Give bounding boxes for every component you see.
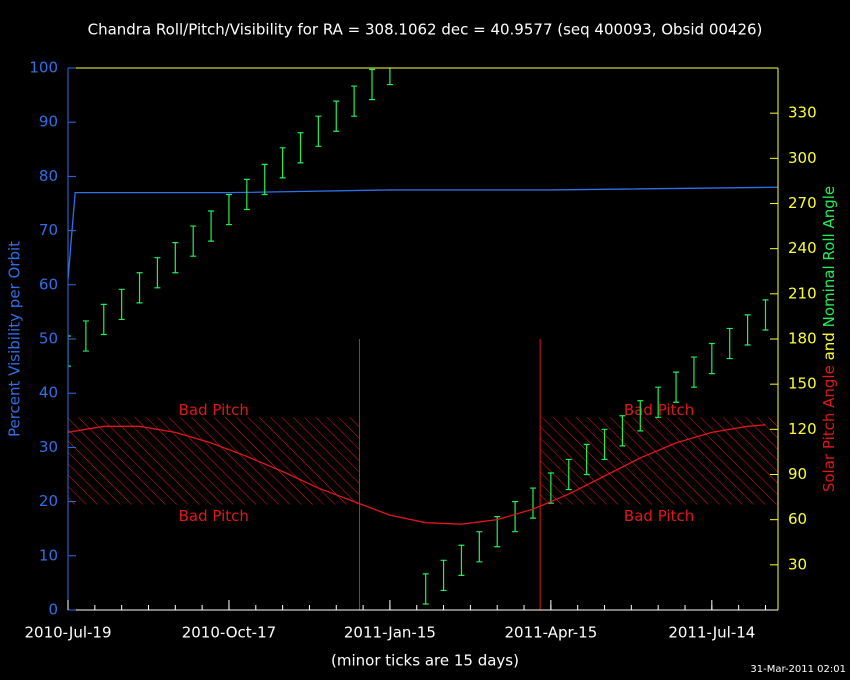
y2-tick-label: 90 <box>788 465 807 483</box>
plot-area: Bad Pitch Bad Pitch Bad Pitch Bad Pitch <box>68 68 778 610</box>
error-bar <box>243 178 250 211</box>
y2-tick-label: 270 <box>788 194 817 212</box>
error-bar <box>82 320 89 352</box>
error-bar <box>637 400 644 432</box>
x-tick-label: 2011-Apr-15 <box>504 624 597 642</box>
x-axis-label: (minor ticks are 15 days) <box>331 652 519 670</box>
y-tick-label: 20 <box>39 492 58 510</box>
y-tick-label: 0 <box>48 601 58 619</box>
x-tick-label: 2010-Oct-17 <box>182 624 276 642</box>
error-bar <box>583 443 590 476</box>
x-tick-label: 2010-Jul-19 <box>24 624 111 642</box>
y2-tick-label: 180 <box>788 330 817 348</box>
x-tick-label: 2011-Jan-15 <box>344 624 436 642</box>
error-bar <box>333 100 340 132</box>
y2-tick-label: 150 <box>788 375 817 393</box>
error-bar <box>172 242 179 274</box>
error-bar <box>708 342 715 375</box>
y2-axis-label: Solar Pitch Angle and Nominal Roll Angle <box>820 186 838 492</box>
error-bar <box>315 115 322 147</box>
error-bar <box>476 531 483 563</box>
y2-tick-label: 240 <box>788 239 817 257</box>
y2-label-part: Nominal Roll Angle <box>820 186 838 328</box>
y2-label-part: Solar Pitch Angle <box>820 365 838 492</box>
bad-pitch-zone <box>540 417 778 505</box>
error-bar <box>619 415 626 447</box>
error-bar <box>565 458 572 491</box>
error-bar <box>279 147 286 179</box>
error-bar <box>386 68 393 86</box>
error-bar <box>655 386 662 418</box>
error-bar <box>529 487 536 519</box>
error-bar <box>601 428 608 461</box>
y-tick-label: 10 <box>39 546 58 564</box>
y-tick-label: 100 <box>29 59 58 77</box>
y-tick-label: 50 <box>39 330 58 348</box>
series-line <box>68 186 778 280</box>
bad-pitch-label: Bad Pitch <box>179 507 249 525</box>
error-bar <box>208 210 215 242</box>
chart-title: Chandra Roll/Pitch/Visibility for RA = 3… <box>88 21 763 39</box>
error-bar <box>726 327 733 360</box>
error-bar <box>136 272 143 304</box>
error-bar <box>351 85 358 117</box>
error-bar <box>440 559 447 592</box>
y2-tick-label: 330 <box>788 104 817 122</box>
error-bar <box>744 314 751 346</box>
y2-tick-label: 120 <box>788 420 817 438</box>
y2-tick-label: 300 <box>788 149 817 167</box>
bad-pitch-label: Bad Pitch <box>179 401 249 419</box>
error-bar <box>154 257 161 289</box>
bad-pitch-label: Bad Pitch <box>624 401 694 419</box>
y-axis-label: Percent Visibility per Orbit <box>6 241 24 437</box>
bad-pitch-label: Bad Pitch <box>624 507 694 525</box>
error-bar <box>369 68 376 101</box>
y-tick-label: 30 <box>39 438 58 456</box>
error-bar <box>512 501 519 533</box>
y-tick-label: 90 <box>39 113 58 131</box>
error-bar <box>458 544 465 576</box>
error-bar <box>68 335 71 367</box>
error-bar <box>762 299 769 331</box>
y2-label-part: and <box>820 332 838 360</box>
error-bar <box>422 573 429 605</box>
error-bar <box>673 371 680 403</box>
y-tick-label: 60 <box>39 275 58 293</box>
y-tick-label: 80 <box>39 167 58 185</box>
x-tick-label: 2011-Jul-14 <box>668 624 755 642</box>
error-bar <box>261 163 268 196</box>
error-bar <box>690 356 697 388</box>
y2-tick-label: 30 <box>788 555 807 573</box>
error-bar <box>225 193 232 226</box>
error-bar <box>494 516 501 548</box>
timestamp: 31-Mar-2011 02:01 <box>750 664 846 675</box>
error-bar <box>297 132 304 164</box>
series-line <box>68 424 766 525</box>
error-bar <box>190 225 197 257</box>
y-tick-label: 70 <box>39 221 58 239</box>
bad-pitch-zone <box>68 417 360 505</box>
error-bar <box>118 288 125 321</box>
y2-tick-label: 60 <box>788 510 807 528</box>
y-tick-label: 40 <box>39 384 58 402</box>
y2-tick-label: 210 <box>788 284 817 302</box>
error-bar <box>100 303 107 336</box>
